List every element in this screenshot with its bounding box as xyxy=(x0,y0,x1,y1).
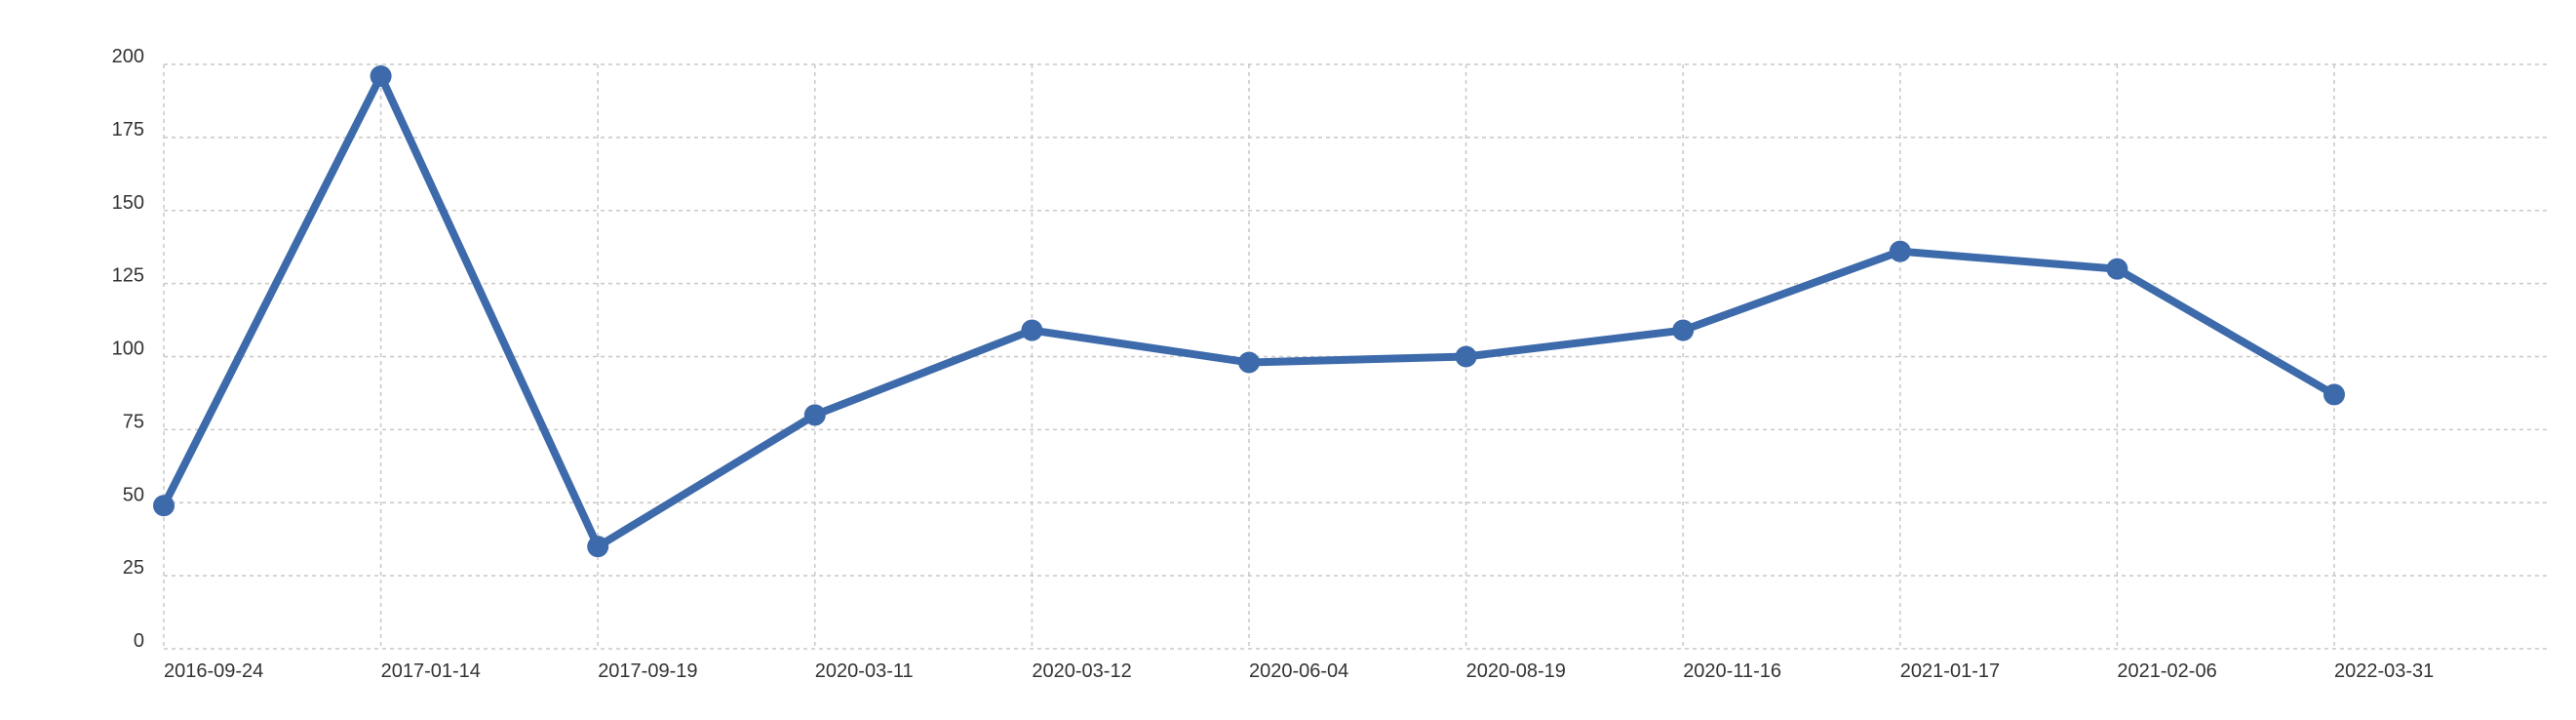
x-tick-label: 2022-03-31 xyxy=(2334,660,2434,682)
data-point[interactable] xyxy=(1889,240,1911,262)
series-layer xyxy=(160,71,2338,551)
y-tick-label: 125 xyxy=(112,265,144,287)
data-point[interactable] xyxy=(2323,383,2345,406)
y-tick-label: 25 xyxy=(123,557,144,579)
y-tick-label: 150 xyxy=(112,192,144,214)
data-point[interactable] xyxy=(153,495,175,517)
data-point[interactable] xyxy=(1021,319,1043,341)
y-tick-label: 100 xyxy=(112,339,144,360)
data-point[interactable] xyxy=(803,404,826,426)
x-tick-label: 2021-01-17 xyxy=(1900,660,2000,682)
y-axis-tick-labels: 0 25 50 75 100 125 150 175 200 xyxy=(112,46,144,652)
y-tick-label: 50 xyxy=(123,484,144,505)
x-tick-label: 2017-09-19 xyxy=(598,660,697,682)
y-tick-label: 175 xyxy=(112,119,144,140)
x-tick-label: 2021-02-06 xyxy=(2117,660,2216,682)
x-tick-label: 2020-03-12 xyxy=(1032,660,1131,682)
x-tick-label: 2020-06-04 xyxy=(1249,660,1348,682)
data-point[interactable] xyxy=(1672,319,1695,341)
x-tick-label: 2017-01-14 xyxy=(381,660,481,682)
y-tick-label: 200 xyxy=(112,46,144,67)
x-tick-label: 2020-11-16 xyxy=(1683,660,1781,682)
x-tick-label: 2020-08-19 xyxy=(1466,660,1566,682)
y-tick-label: 0 xyxy=(134,630,144,652)
data-point[interactable] xyxy=(1455,345,1477,368)
data-points xyxy=(153,64,2345,558)
data-point[interactable] xyxy=(1238,351,1260,374)
x-tick-label: 2016-09-24 xyxy=(164,660,263,682)
x-tick-label: 2020-03-11 xyxy=(815,660,914,682)
series-line xyxy=(160,71,2338,551)
y-tick-label: 75 xyxy=(123,411,144,432)
data-point[interactable] xyxy=(370,64,392,87)
data-point[interactable] xyxy=(2106,258,2128,280)
data-point[interactable] xyxy=(587,536,609,558)
x-axis-tick-labels: 2016-09-24 2017-01-14 2017-09-19 2020-03-11… xyxy=(164,660,2434,682)
